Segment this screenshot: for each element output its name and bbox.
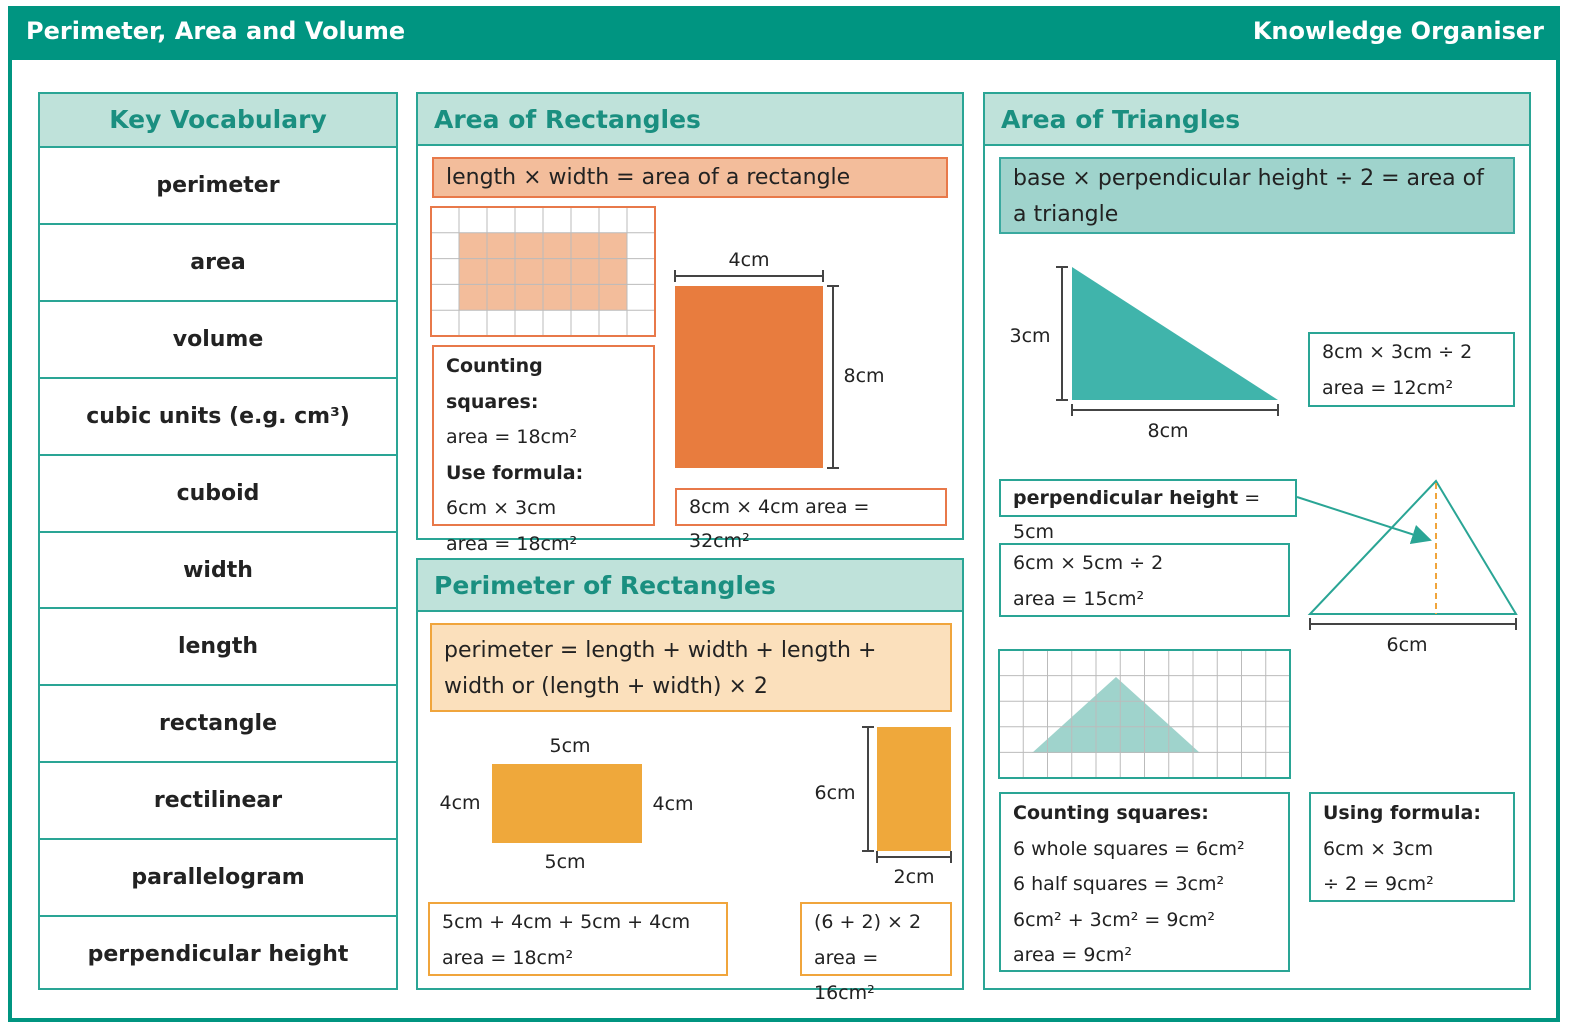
triangle-grid bbox=[998, 649, 1291, 779]
dimension-label: 6cm bbox=[814, 782, 856, 804]
text: 5cm + 4cm + 5cm + 4cm bbox=[442, 911, 691, 933]
text: area = 18cm² bbox=[446, 532, 578, 555]
dimension-label: 8cm bbox=[843, 365, 885, 387]
formula: perimeter = length + width + length + wi… bbox=[430, 623, 952, 712]
right-triangle bbox=[1072, 267, 1278, 400]
dimension-label: 3cm bbox=[1009, 325, 1051, 347]
rect-grid bbox=[430, 206, 656, 337]
text: area = 9cm² bbox=[1013, 944, 1133, 966]
text: ÷ 2 = 9cm² bbox=[1323, 873, 1434, 895]
text: 6cm × 3cm bbox=[1323, 837, 1434, 860]
dimension-label: 5cm bbox=[544, 851, 586, 873]
text: 6 half squares = 3cm² bbox=[1013, 873, 1225, 895]
formula: base × perpendicular height ÷ 2 = area o… bbox=[999, 157, 1515, 234]
vocabulary-term: width bbox=[40, 530, 396, 610]
header-subtitle: Knowledge Organiser bbox=[1252, 17, 1544, 45]
text: 8cm × 3cm ÷ 2 bbox=[1322, 341, 1473, 363]
triangles-panel: Area of Triangles bbox=[983, 92, 1531, 990]
area-rectangles-panel: Area of Rectangles bbox=[416, 92, 964, 540]
text: (6 + 2) × 2 bbox=[814, 911, 922, 933]
vocabulary-term: perpendicular height bbox=[40, 915, 396, 994]
vocabulary-term: length bbox=[40, 607, 396, 686]
grid-triangle bbox=[1032, 677, 1200, 753]
text: area = 15cm² bbox=[1013, 587, 1145, 610]
vocabulary-term: parallelogram bbox=[40, 838, 396, 917]
orange-rectangle bbox=[675, 286, 823, 468]
counting-box: Counting squares: 6 whole squares = 6cm²… bbox=[999, 792, 1290, 972]
heading: Using formula: bbox=[1323, 802, 1481, 824]
dimension-label: 6cm bbox=[1386, 634, 1428, 656]
outline-triangle bbox=[1307, 479, 1518, 615]
heading: Use formula: bbox=[446, 461, 584, 484]
vocabulary-term: cuboid bbox=[40, 453, 396, 533]
header-title: Perimeter, Area and Volume bbox=[26, 17, 406, 45]
value: = 5cm bbox=[1013, 487, 1261, 543]
perimeter-rect-2 bbox=[877, 727, 951, 851]
text: 6 whole squares = 6cm² bbox=[1013, 837, 1245, 860]
dimension-lines bbox=[674, 266, 1517, 863]
calculation-box: 6cm × 5cm ÷ 2 area = 15cm² bbox=[999, 543, 1290, 617]
grid-border bbox=[430, 206, 656, 337]
calculation-box: 8cm × 4cm area = 32cm² bbox=[675, 488, 947, 552]
vocabulary-term: perimeter bbox=[40, 146, 396, 225]
calculation-box: 5cm + 4cm + 5cm + 4cm area = 18cm² bbox=[428, 902, 728, 976]
calculation-box: 8cm × 3cm ÷ 2 area = 12cm² bbox=[1308, 332, 1515, 407]
text: 6cm² + 3cm² = 9cm² bbox=[1013, 908, 1215, 931]
dimension-label: 4cm bbox=[439, 792, 481, 814]
perimeter-panel: Perimeter of Rectangles bbox=[416, 558, 964, 990]
text: 6cm × 5cm ÷ 2 bbox=[1013, 552, 1164, 574]
calculation-box: (6 + 2) × 2 area = 16cm² bbox=[800, 902, 952, 1004]
text: area = 16cm² bbox=[814, 946, 879, 1005]
heading: Counting squares: bbox=[446, 355, 543, 413]
panel-title: Perimeter of Rectangles bbox=[418, 560, 962, 612]
vocabulary-term: area bbox=[40, 222, 396, 302]
dimension-label: 8cm bbox=[1147, 420, 1189, 442]
text: area = 18cm² bbox=[446, 426, 578, 448]
vocabulary-term: volume bbox=[40, 299, 396, 379]
dimension-label: 4cm bbox=[652, 793, 694, 815]
vocabulary-panel: Key Vocabulary perimeter area volume cubic … bbox=[38, 92, 398, 990]
panel-title: Key Vocabulary bbox=[40, 94, 396, 146]
text: area = 12cm² bbox=[1322, 376, 1454, 399]
vocabulary-term: rectangle bbox=[40, 684, 396, 763]
vocabulary-term: rectilinear bbox=[40, 761, 396, 840]
dimension-label: 2cm bbox=[893, 866, 935, 888]
perimeter-rect-1 bbox=[492, 764, 642, 843]
panel-title: Area of Triangles bbox=[985, 94, 1529, 146]
counting-box: Counting squares: area = 18cm² Use formu… bbox=[432, 345, 655, 555]
grid-border bbox=[998, 649, 1291, 779]
pointer-arrow bbox=[1296, 496, 1432, 544]
label-box: perpendicular height = 5cm bbox=[999, 479, 1297, 543]
label: perpendicular height bbox=[1013, 487, 1239, 509]
text: area = 18cm² bbox=[442, 946, 574, 969]
panel-title: Area of Rectangles bbox=[418, 94, 962, 146]
dimension-label: 5cm bbox=[549, 735, 591, 757]
vocabulary-term: cubic units (e.g. cm³) bbox=[40, 376, 396, 456]
text: 6cm × 3cm bbox=[446, 497, 557, 519]
formula: length × width = area of a rectangle bbox=[432, 157, 948, 198]
dimension-label: 4cm bbox=[728, 249, 770, 271]
formula-box: Using formula: 6cm × 3cm ÷ 2 = 9cm² bbox=[1309, 792, 1515, 902]
header-bar bbox=[8, 6, 1560, 60]
heading: Counting squares: bbox=[1013, 802, 1209, 824]
